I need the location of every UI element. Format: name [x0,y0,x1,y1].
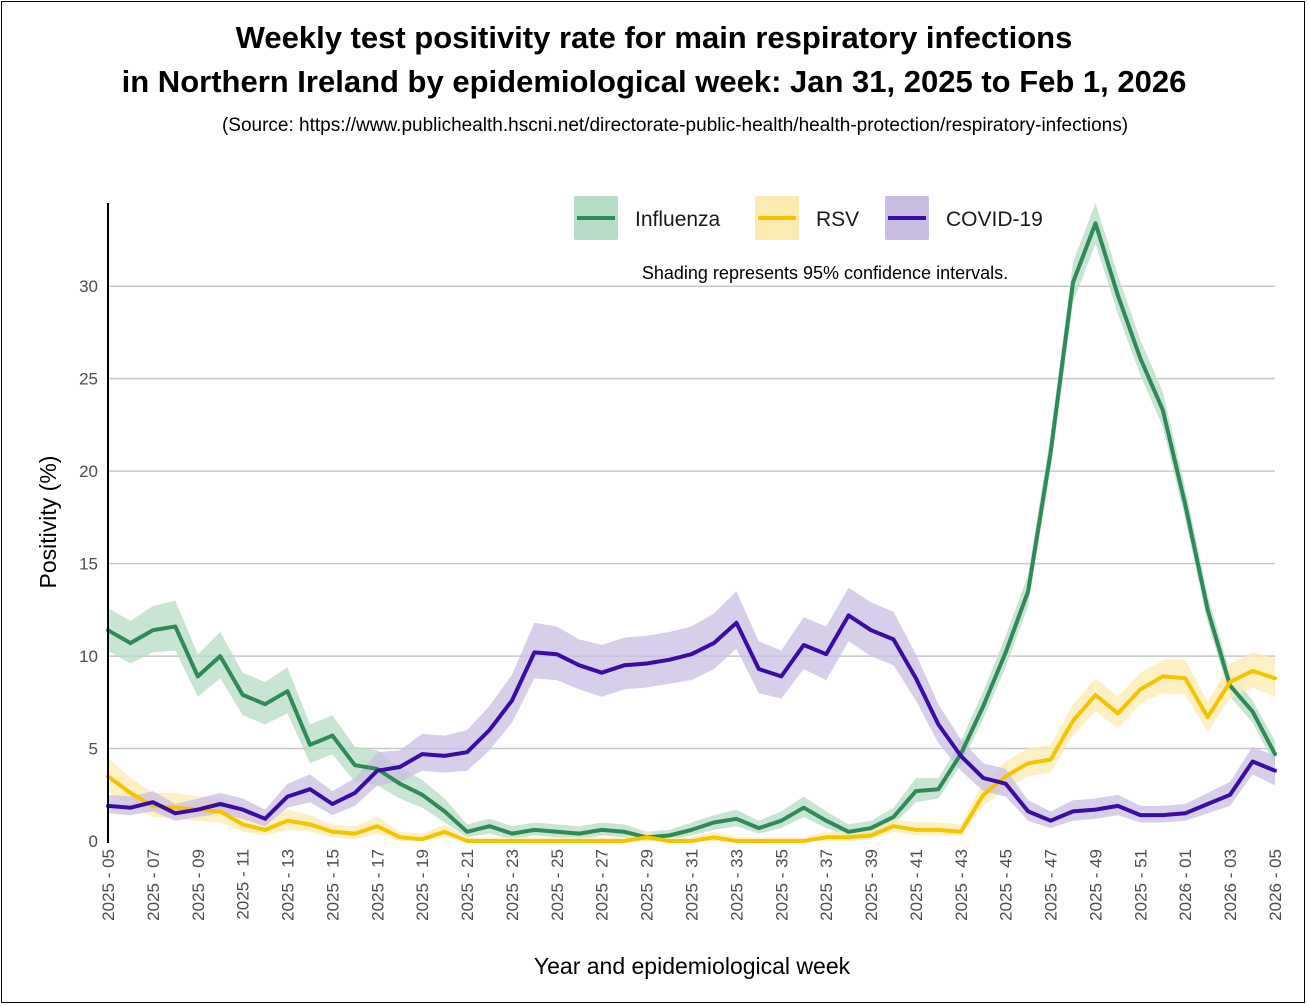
x-tick-label: 2025 - 25 [548,849,567,921]
y-tick-label: 10 [79,647,98,666]
x-tick-label: 2025 - 15 [323,849,342,921]
x-tick-label: 2025 - 51 [1131,849,1150,921]
chart-title-line-2: in Northern Ireland by epidemiological w… [121,64,1187,99]
x-tick-labels: 2025 - 05 2025 - 07 2025 - 09 2025 - 11 2025… [99,849,1285,921]
series-lines [106,221,1277,843]
x-tick-label: 2025 - 19 [413,849,432,921]
y-tick-label: 20 [79,462,98,481]
x-tick-label: 2025 - 33 [727,849,746,921]
legend-label-influenza: Influenza [635,208,721,231]
x-tick-label: 2025 - 39 [862,849,881,921]
legend-label-rsv: RSV [816,208,859,231]
x-tick-label: 2025 - 17 [368,849,387,921]
legend-label-covid-19: COVID-19 [946,208,1043,231]
x-tick-label: 2025 - 43 [952,849,971,921]
ci-annotation: Shading represents 95% confidence interv… [642,263,1008,283]
ci-band-influenza [108,203,1275,841]
x-tick-label: 2025 - 11 [234,849,253,920]
x-tick-label: 2025 - 09 [189,849,208,921]
confidence-bands [108,203,1275,841]
x-tick-label: 2025 - 41 [907,849,926,921]
x-tick-label: 2025 - 23 [503,849,522,921]
chart-title-line-1: Weekly test positivity rate for main res… [235,20,1073,55]
y-tick-label: 30 [79,277,98,296]
series-line-rsv [106,668,1277,843]
y-tick-label: 5 [89,740,98,759]
x-tick-label: 2025 - 27 [593,849,612,921]
y-tick-label: 0 [89,832,98,851]
series-line-covid-19 [106,613,1277,823]
x-axis-title: Year and epidemiological week [534,953,851,979]
x-tick-label: 2026 - 03 [1221,849,1240,921]
x-tick-label: 2025 - 35 [772,849,791,921]
x-tick-label: 2025 - 13 [279,849,298,921]
series-line-influenza [106,221,1277,840]
x-tick-label: 2025 - 31 [683,849,702,921]
y-axis-title: Positivity (%) [35,456,61,589]
legend: Influenza RSV COVID-19 [574,196,1043,240]
x-tick-label: 2025 - 47 [1042,849,1061,921]
x-tick-label: 2025 - 37 [817,849,836,921]
gridlines [108,285,1275,750]
source-note: (Source: https://www.publichealth.hscni.… [221,115,1129,136]
x-tick-label: 2025 - 45 [997,849,1016,921]
x-tick-label: 2026 - 05 [1266,849,1285,921]
x-tick-label: 2025 - 49 [1086,849,1105,921]
x-tick-label: 2025 - 05 [99,849,118,921]
y-tick-label: 15 [79,555,98,574]
y-tick-label: 25 [79,370,98,389]
x-tick-label: 2025 - 21 [458,849,477,921]
y-tick-labels: 0 5 10 15 20 25 30 [79,277,98,851]
x-tick-label: 2025 - 29 [638,849,657,921]
x-tick-label: 2026 - 01 [1176,849,1195,921]
x-tick-label: 2025 - 07 [144,849,163,921]
